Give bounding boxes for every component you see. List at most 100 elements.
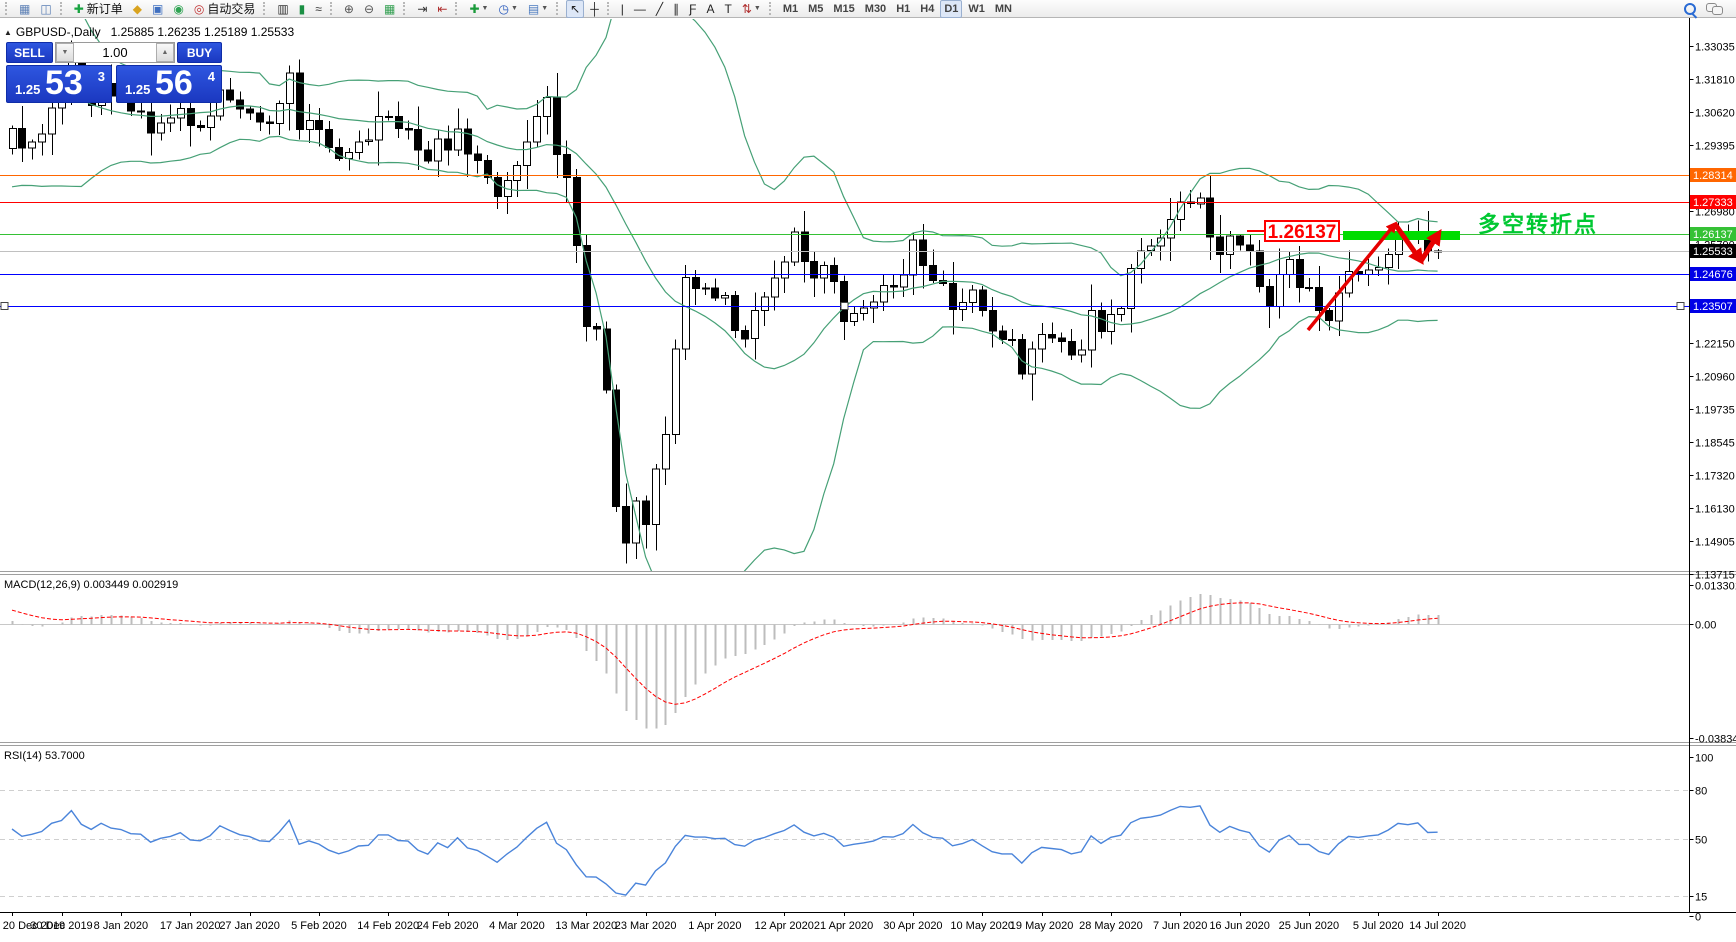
terminal-button[interactable]: ▣ — [148, 0, 167, 18]
periods-dropdown-icon[interactable]: ▼ — [510, 5, 518, 12]
candle-body[interactable] — [969, 289, 977, 304]
candle-body[interactable] — [622, 506, 630, 544]
candle-body[interactable] — [880, 285, 888, 303]
candle-body[interactable] — [890, 285, 898, 288]
zoom-in-button[interactable]: ⊕ — [340, 0, 358, 18]
candlestick-mode-button[interactable]: ▮ — [295, 0, 310, 18]
candle-body[interactable] — [1048, 333, 1056, 339]
candle-body[interactable] — [494, 176, 502, 198]
candle-body[interactable] — [791, 231, 799, 263]
candle-body[interactable] — [1008, 338, 1016, 341]
candlesticks[interactable] — [9, 40, 1442, 564]
candle-body[interactable] — [662, 433, 670, 470]
candle-body[interactable] — [909, 239, 917, 276]
candle-body[interactable] — [424, 149, 432, 162]
candle-body[interactable] — [1068, 341, 1076, 356]
tile-windows-button[interactable]: ▦ — [380, 0, 399, 18]
candle-body[interactable] — [711, 287, 719, 299]
candle-body[interactable] — [296, 72, 304, 131]
sell-button[interactable]: SELL — [6, 42, 53, 63]
candle-body[interactable] — [484, 160, 492, 178]
candle-body[interactable] — [38, 133, 46, 143]
templates-dropdown-icon[interactable]: ▼ — [541, 5, 549, 12]
timeframe-m5-button[interactable]: M5 — [804, 0, 827, 18]
line-handle[interactable] — [1676, 302, 1685, 310]
candle-body[interactable] — [375, 115, 383, 141]
candle-body[interactable] — [286, 72, 294, 105]
candle-body[interactable] — [563, 154, 571, 179]
candle-body[interactable] — [820, 265, 828, 279]
candle-body[interactable] — [236, 99, 244, 110]
candle-body[interactable] — [444, 138, 452, 151]
arrows-button[interactable]: ⇅ ▼ — [738, 0, 765, 18]
candle-body[interactable] — [761, 296, 769, 311]
candle-body[interactable] — [1236, 235, 1244, 246]
candle-body[interactable] — [207, 115, 215, 129]
candle-body[interactable] — [18, 127, 26, 149]
candle-body[interactable] — [365, 139, 373, 143]
candle-body[interactable] — [1365, 269, 1373, 275]
candle-body[interactable] — [1078, 349, 1086, 356]
candle-body[interactable] — [929, 265, 937, 281]
candle-body[interactable] — [692, 277, 700, 290]
candle-body[interactable] — [1385, 253, 1393, 268]
text-button[interactable]: A — [702, 0, 718, 18]
candle-body[interactable] — [246, 108, 254, 114]
timeframe-h1-button[interactable]: H1 — [892, 0, 914, 18]
chat-button[interactable] — [1702, 0, 1727, 18]
candle-body[interactable] — [434, 138, 442, 162]
candle-body[interactable] — [1305, 286, 1313, 289]
horizontal-line-button[interactable]: — — [630, 0, 650, 18]
candle-body[interactable] — [682, 277, 690, 350]
candle-body[interactable] — [1028, 348, 1036, 375]
candle-body[interactable] — [1276, 273, 1284, 307]
candle-body[interactable] — [1038, 333, 1046, 350]
timeframe-d1-button[interactable]: D1 — [940, 0, 963, 18]
timeframe-m15-button[interactable]: M15 — [829, 0, 858, 18]
new-order-button[interactable]: ✚ 新订单 — [70, 0, 127, 18]
candle-body[interactable] — [1206, 197, 1214, 238]
candle-body[interactable] — [385, 115, 393, 118]
candle-body[interactable] — [702, 287, 710, 290]
candle-body[interactable] — [28, 141, 36, 149]
candle-body[interactable] — [1216, 236, 1224, 255]
periods-button[interactable]: ◷ ▼ — [494, 0, 521, 18]
candle-body[interactable] — [474, 153, 482, 162]
equidistant-channel-button[interactable]: ∥ — [669, 0, 683, 18]
bar-chart-mode-button[interactable]: ▥ — [273, 0, 292, 18]
candle-body[interactable] — [810, 261, 818, 279]
candle-body[interactable] — [177, 107, 185, 119]
templates-button[interactable]: ▤ ▼ — [524, 0, 552, 18]
line-handle[interactable] — [840, 302, 849, 310]
timeframe-mn-button[interactable]: MN — [991, 0, 1016, 18]
candle-body[interactable] — [1286, 259, 1294, 275]
candle-body[interactable] — [781, 261, 789, 279]
buy-price-tile[interactable]: 1.25 56 4 — [116, 65, 222, 103]
expert-advisors-button[interactable]: ◆ — [129, 0, 146, 18]
candle-body[interactable] — [187, 107, 195, 126]
candle-body[interactable] — [741, 329, 749, 340]
zoom-out-button[interactable]: ⊖ — [360, 0, 378, 18]
candle-body[interactable] — [573, 177, 581, 246]
candle-body[interactable] — [850, 313, 858, 323]
candle-body[interactable] — [583, 244, 591, 327]
candle-body[interactable] — [315, 120, 323, 131]
candle-body[interactable] — [226, 89, 234, 101]
volume-input[interactable] — [74, 43, 156, 62]
candle-body[interactable] — [405, 127, 413, 131]
candle-body[interactable] — [1167, 219, 1175, 239]
cursor-button[interactable]: ↖ — [566, 0, 585, 18]
candle-body[interactable] — [949, 282, 957, 310]
chart-shift-button[interactable]: ⇤ — [433, 0, 451, 18]
candle-body[interactable] — [1088, 309, 1096, 351]
candle-body[interactable] — [523, 141, 531, 166]
candle-body[interactable] — [652, 468, 660, 526]
candle-body[interactable] — [721, 294, 729, 299]
candle-body[interactable] — [731, 294, 739, 331]
candle-body[interactable] — [256, 112, 264, 123]
timeframe-m1-button[interactable]: M1 — [779, 0, 802, 18]
sell-price-tile[interactable]: 1.25 53 3 — [6, 65, 112, 103]
price-callout-box[interactable] — [1264, 220, 1340, 242]
candle-body[interactable] — [48, 107, 56, 135]
